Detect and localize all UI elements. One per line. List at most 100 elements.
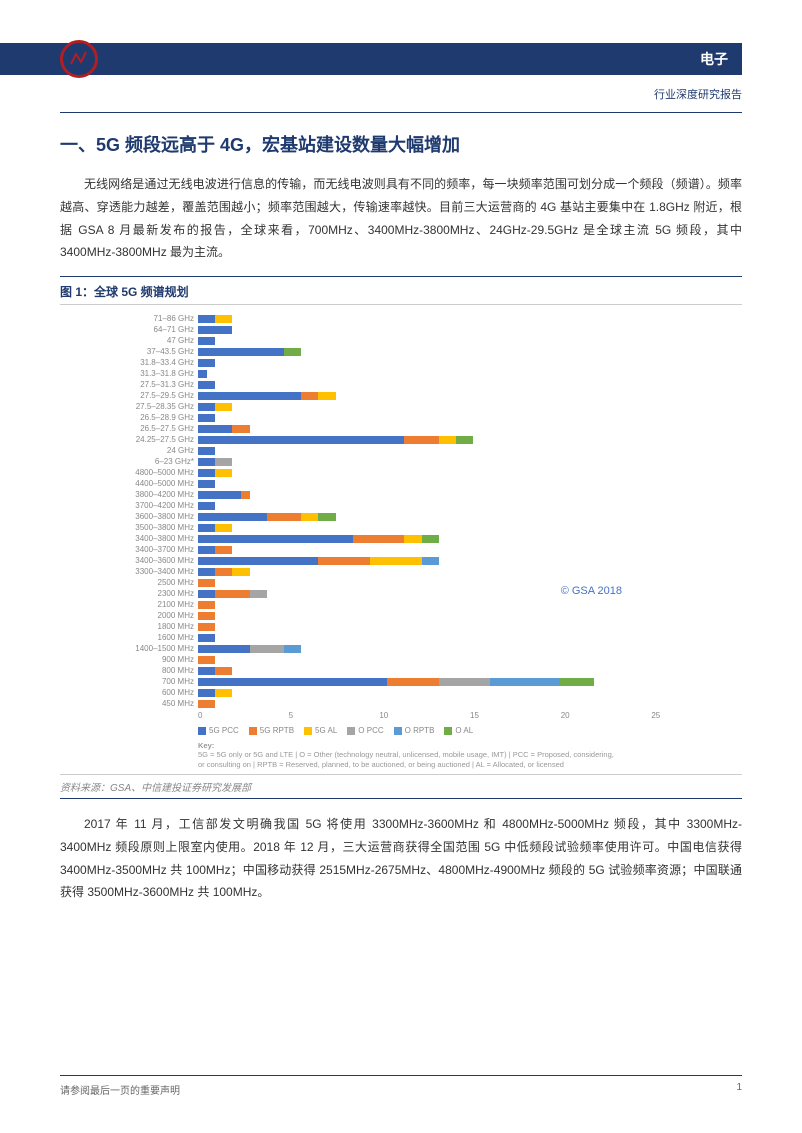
category-label: 电子 [0,43,742,75]
chart-container: 71–86 GHz 64–71 GHz47 GHz37–43.5 GHz31.8–… [60,304,742,774]
bar-row: 4400–5000 MHz [120,478,742,489]
bar-segment [267,513,301,521]
bar-segment [215,458,232,466]
bar-row: 900 MHz [120,654,742,665]
bar-label: 3400–3700 MHz [120,545,198,554]
bar-label: 2500 MHz [120,578,198,587]
bar-track [198,458,742,466]
bar-track [198,535,742,543]
bar-segment [198,667,215,675]
bar-segment [318,557,370,565]
bar-label: 1800 MHz [120,622,198,631]
paragraph-1: 无线网络是通过无线电波进行信息的传输，而无线电波则具有不同的频率，每一块频率范围… [60,173,742,264]
bar-row: 2300 MHz [120,588,742,599]
bar-row: 3700–4200 MHz [120,500,742,511]
bar-segment [215,689,232,697]
bar-label: 71–86 GHz [120,314,198,323]
bar-segment [215,524,232,532]
legend-item: O AL [444,726,473,735]
bar-segment [198,601,215,609]
bar-row: 450 MHz [120,698,742,709]
legend-swatch [249,727,257,735]
key-label: Key: [198,741,214,750]
bar-row: 47 GHz [120,335,742,346]
report-type: 行业深度研究报告 [60,78,742,112]
legend-swatch [304,727,312,735]
bar-segment [422,557,439,565]
bar-segment [198,502,215,510]
bar-segment [198,370,207,378]
bar-track [198,557,742,565]
bar-track [198,436,742,444]
bar-track [198,612,742,620]
chart-legend: 5G PCC5G RPTB5G ALO PCCO RPTBO AL [198,720,742,741]
bar-segment [198,590,215,598]
legend-item: 5G PCC [198,726,239,735]
bar-label: 31.8–33.4 GHz [120,358,198,367]
bar-segment [301,392,318,400]
bar-row: 800 MHz [120,665,742,676]
figure-source: 资料来源：GSA、中信建投证券研究发展部 [60,774,742,799]
bar-segment [198,513,267,521]
bar-segment [353,535,405,543]
bar-track [198,359,742,367]
axis-tick: 5 [289,711,380,720]
bar-segment [490,678,559,686]
bar-track [198,469,742,477]
header: 中信建投证券 CHINA SECURITIES 电子 [60,40,742,78]
bar-track [198,645,742,653]
legend-item: 5G RPTB [249,726,294,735]
bar-segment [198,348,284,356]
bar-segment [284,348,301,356]
bar-label: 6–23 GHz* [120,457,198,466]
bar-label: 64–71 GHz [120,325,198,334]
bar-label: 31.3–31.8 GHz [120,369,198,378]
axis-tick: 15 [470,711,561,720]
bar-label: 3500–3800 MHz [120,523,198,532]
bar-segment [198,337,215,345]
bar-label: 1600 MHz [120,633,198,642]
bar-row: 27.5–28.35 GHz [120,401,742,412]
bar-label: 1400–1500 MHz [120,644,198,653]
bar-segment [198,326,232,334]
bar-label: 27.5–28.35 GHz [120,402,198,411]
bar-row: 24.25–27.5 GHz [120,434,742,445]
bar-label: 450 MHz [120,699,198,708]
bar-label: 2100 MHz [120,600,198,609]
bar-row: 2000 MHz [120,610,742,621]
bar-track [198,381,742,389]
bar-segment [198,480,215,488]
bar-segment [318,392,335,400]
bar-track [198,568,742,576]
figure-title: 图 1：全球 5G 频谱规划 [60,276,742,304]
chart-key: Key: 5G = 5G only or 5G and LTE | O = Ot… [198,741,618,770]
bar-segment [318,513,335,521]
bar-label: 3300–3400 MHz [120,567,198,576]
bar-label: 3400–3600 MHz [120,556,198,565]
bar-segment [215,667,232,675]
bar-row: 3800–4200 MHz [120,489,742,500]
bar-row: 3400–3600 MHz [120,555,742,566]
footer: 请参阅最后一页的重要声明 1 [60,1075,742,1097]
bar-track [198,513,742,521]
legend-label: O PCC [358,726,383,735]
axis-tick: 20 [561,711,652,720]
bar-segment [198,403,215,411]
bar-segment [198,414,215,422]
bar-track [198,491,742,499]
bar-segment [387,678,439,686]
bar-segment [198,612,215,620]
bar-track [198,689,742,697]
bar-label: 3700–4200 MHz [120,501,198,510]
bar-segment [232,425,249,433]
bar-segment [215,590,249,598]
axis-tick: 10 [379,711,470,720]
bar-segment [198,678,387,686]
legend-label: O RPTB [405,726,435,735]
bar-segment [198,579,215,587]
bar-segment [198,568,215,576]
bar-track [198,678,742,686]
bar-row: 37–43.5 GHz [120,346,742,357]
bar-segment [198,535,353,543]
bar-track [198,667,742,675]
